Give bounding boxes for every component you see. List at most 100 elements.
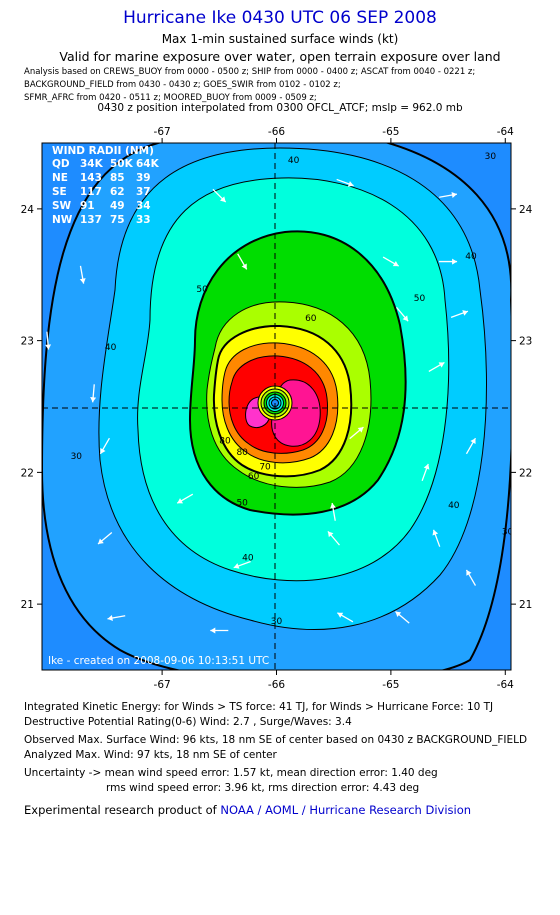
contour-label: 30 <box>71 452 83 462</box>
uncertainty-line-2: rms wind speed error: 3.96 kt, rms direc… <box>106 782 420 794</box>
y-tick-label-left: 23 <box>21 336 34 348</box>
x-tick-label-bottom: -66 <box>268 679 285 690</box>
wind-arrow <box>97 531 113 545</box>
wind-radii-cell: 34 <box>136 200 151 212</box>
contour-label: 40 <box>105 343 117 353</box>
wind-radii-rows: QD 34K 50K 64K NE 143 85 39 SE 117 62 37 SW 91 49 34 NW 1… <box>52 158 160 226</box>
wind-arrow <box>395 611 410 624</box>
wind-arrow <box>439 192 458 198</box>
x-tick-label-top: -67 <box>154 126 171 138</box>
uncertainty-line-1: Uncertainty -> mean wind speed error: 1.… <box>24 767 438 779</box>
wind-radii-header: 64K <box>136 158 160 170</box>
wind-radii-header: 50K <box>110 158 134 170</box>
y-tick-label-left: 24 <box>21 204 35 216</box>
wind-arrow <box>233 560 251 569</box>
wind-arrow <box>428 361 445 373</box>
dpr-line: Destructive Potential Rating(0-6) Wind: … <box>24 716 352 728</box>
wind-radii-cell: 62 <box>110 186 125 198</box>
contour-label: 30 <box>271 617 283 627</box>
wind-arrow <box>439 258 458 265</box>
wind-arrow <box>382 256 400 267</box>
sources-line-1: Analysis based on CREWS_BUOY from 0000 -… <box>24 67 476 77</box>
position-line: 0430 z position interpolated from 0300 O… <box>97 102 463 114</box>
sources-line-2: BACKGROUND_FIELD from 0430 - 0430 z; GOE… <box>24 80 341 90</box>
x-tick-label-top: -64 <box>497 126 514 138</box>
wind-arrow <box>176 493 194 504</box>
contour-label: 30 <box>485 152 497 162</box>
wind-radii-cell: 137 <box>80 214 102 226</box>
wind-radii-table: WIND RADII (NM) QD 34K 50K 64K NE 143 85 39 SE 11… <box>52 145 160 226</box>
contour-label: 60 <box>248 472 260 482</box>
contour-label: 40 <box>465 252 477 262</box>
x-tick-label-bottom: -64 <box>497 679 514 690</box>
wind-radii-cell: NE <box>52 172 68 184</box>
analyzed-max-line: Analyzed Max. Wind: 97 kts, 18 nm SE of … <box>24 749 277 761</box>
wind-arrow <box>421 463 430 482</box>
wind-radii-cell: 33 <box>136 214 151 226</box>
y-tick-label-left: 21 <box>21 599 34 611</box>
wind-arrows <box>45 178 477 634</box>
x-tick-label-bottom: -67 <box>154 679 171 690</box>
product-credit: Experimental research product of NOAA / … <box>24 803 471 817</box>
wind-arrow <box>212 188 227 203</box>
wind-radii-cell: SE <box>52 186 67 198</box>
contour-label: 60 <box>305 314 317 324</box>
x-tick-label-top: -65 <box>382 126 399 138</box>
contour-label: 40 <box>288 156 300 166</box>
wind-arrow <box>107 615 126 621</box>
valid-line: Valid for marine exposure over water, op… <box>59 49 501 64</box>
wind-radii-cell: SW <box>52 200 72 212</box>
sources-line-3: SFMR_AFRC from 0420 - 0511 z; MOORED_BUO… <box>24 93 317 103</box>
contour-label: 40 <box>242 554 254 564</box>
y-tick-label-right: 22 <box>519 467 532 479</box>
wind-radii-cell: 85 <box>110 172 125 184</box>
wind-arrow <box>237 253 248 270</box>
wind-arrow <box>337 612 354 623</box>
product-prefix: Experimental research product of <box>24 803 221 817</box>
created-label: Ike - created on 2008-09-06 10:13:51 UTC <box>48 655 269 667</box>
wind-radii-title: WIND RADII (NM) <box>52 145 154 157</box>
wind-arrow <box>79 265 86 284</box>
wind-radii-cell: 75 <box>110 214 125 226</box>
wind-radii-cell: 49 <box>110 200 125 212</box>
wind-radii-header: 34K <box>80 158 104 170</box>
wind-arrow <box>330 502 336 521</box>
x-tick-label-top: -66 <box>268 126 285 138</box>
product-org-link[interactable]: NOAA / AOML / Hurricane Research Divisio… <box>220 803 472 817</box>
wind-arrow <box>396 306 409 322</box>
wind-arrow <box>45 331 52 350</box>
chart-subtitle: Max 1-min sustained surface winds (kt) <box>161 32 399 46</box>
contour-label: 50 <box>236 498 248 508</box>
wind-arrow <box>336 178 354 187</box>
x-tick-label-bottom: -65 <box>382 679 399 690</box>
wind-radii-cell: NW <box>52 214 73 226</box>
y-tick-label-right: 24 <box>519 204 533 216</box>
wind-arrow <box>349 426 364 440</box>
wind-radii-header: QD <box>52 158 70 170</box>
wind-arrow <box>90 384 97 403</box>
wind-radii-cell: 117 <box>80 186 102 198</box>
ike-line: Integrated Kinetic Energy: for Winds > T… <box>24 701 494 713</box>
y-tick-label-right: 21 <box>519 599 532 611</box>
contour-label: 50 <box>414 294 426 304</box>
wind-arrow <box>99 437 110 455</box>
wind-arrow <box>465 437 477 455</box>
contour-label: 50 <box>196 285 208 295</box>
wind-arrow <box>465 569 477 586</box>
wind-radii-cell: 91 <box>80 200 95 212</box>
wind-arrow <box>210 627 229 634</box>
contour-label: 70 <box>259 463 271 473</box>
y-tick-label-right: 23 <box>519 336 532 348</box>
wind-radii-cell: 143 <box>80 172 102 184</box>
contour-label: 80 <box>219 436 231 446</box>
wind-radii-cell: 39 <box>136 172 151 184</box>
contour-label: 40 <box>448 501 460 511</box>
axis-ticks: -67 -67 -66 -66 -65 -65 -64 -64 24 24 23 23 22 22 21 21 <box>21 126 533 690</box>
y-tick-label-left: 22 <box>21 467 34 479</box>
contour-label: 30 <box>502 527 514 537</box>
contour-label: 80 <box>236 448 248 458</box>
wind-arrow <box>327 530 340 546</box>
